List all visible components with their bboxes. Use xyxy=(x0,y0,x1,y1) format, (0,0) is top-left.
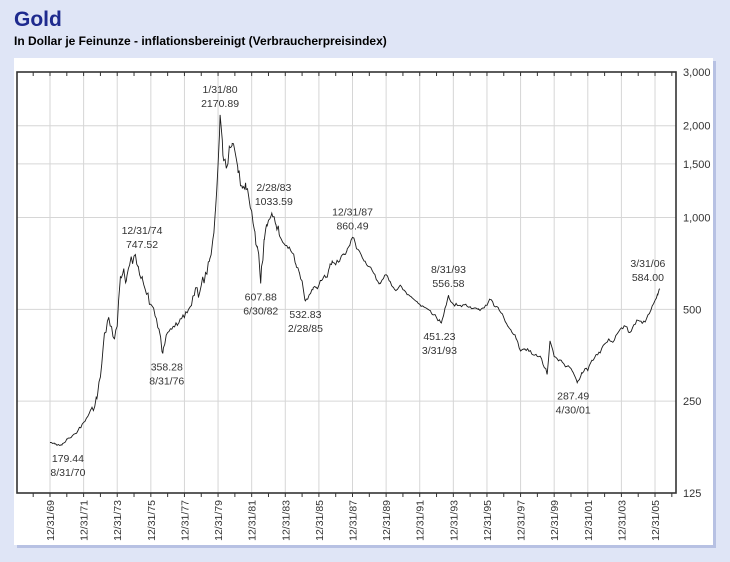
x-axis-label: 12/31/77 xyxy=(179,500,191,541)
x-axis-label: 12/31/99 xyxy=(549,500,561,541)
y-axis-label: 250 xyxy=(683,396,701,408)
x-axis-label: 12/31/85 xyxy=(314,500,326,541)
annotation-value: 1033.59 xyxy=(255,196,293,208)
x-axis-label: 12/31/73 xyxy=(112,500,124,541)
chart-panel: 8/31/70 179.44 12/31/74 747.52 8/31/76 358.28… xyxy=(14,58,713,545)
page-title: Gold xyxy=(14,8,62,31)
annotation-value: 179.44 xyxy=(52,453,84,465)
y-axis-label: 2,000 xyxy=(683,121,711,133)
annotation-date: 6/30/82 xyxy=(243,305,278,317)
x-axis-label: 12/31/79 xyxy=(213,500,225,541)
x-axis-label: 12/31/95 xyxy=(482,500,494,541)
annotation-date: 8/31/76 xyxy=(149,376,184,388)
x-axis-label: 12/31/81 xyxy=(247,500,259,541)
annotation-date: 3/31/93 xyxy=(422,345,457,357)
x-axis-label: 12/31/93 xyxy=(448,500,460,541)
y-axis-label: 125 xyxy=(683,488,701,500)
annotation-value: 747.52 xyxy=(126,239,158,251)
x-axis-label: 12/31/75 xyxy=(146,500,158,541)
annotation-value: 287.49 xyxy=(557,391,589,403)
annotation-date: 12/31/74 xyxy=(122,225,163,237)
annotation-date: 1/31/80 xyxy=(203,84,238,96)
x-axis-label: 12/31/69 xyxy=(45,500,57,541)
annotation-date: 2/28/85 xyxy=(288,323,323,335)
x-axis-label: 12/31/87 xyxy=(348,500,360,541)
annotation-date: 12/31/87 xyxy=(332,206,373,218)
annotation-date: 4/30/01 xyxy=(556,405,591,417)
annotation-value: 607.88 xyxy=(245,291,277,303)
x-axis-label: 12/31/05 xyxy=(650,500,662,541)
y-axis-label: 3,000 xyxy=(683,67,711,79)
chart-header: Gold In Dollar je Feinunze - inflationsb… xyxy=(14,8,387,48)
x-axis-label: 12/31/03 xyxy=(616,500,628,541)
y-axis-label: 1,000 xyxy=(683,213,711,225)
annotation-value: 556.58 xyxy=(432,278,464,290)
x-axis-label: 12/31/01 xyxy=(583,500,595,541)
annotation-value: 584.00 xyxy=(632,272,664,284)
x-axis-label: 12/31/83 xyxy=(280,500,292,541)
x-axis-label: 12/31/71 xyxy=(79,500,91,541)
annotation-date: 8/31/93 xyxy=(431,264,466,276)
annotation-value: 358.28 xyxy=(151,362,183,374)
x-axis-label: 12/31/97 xyxy=(516,500,528,541)
annotation-value: 532.83 xyxy=(289,309,321,321)
annotation-value: 2170.89 xyxy=(201,98,239,110)
x-axis-label: 12/31/89 xyxy=(381,500,393,541)
annotation-date: 3/31/06 xyxy=(630,258,665,270)
annotation-value: 451.23 xyxy=(423,331,455,343)
plot-frame xyxy=(16,71,677,494)
y-axis-label: 1,500 xyxy=(683,159,711,171)
page-subtitle: In Dollar je Feinunze - inflationsberein… xyxy=(14,34,387,49)
annotation-date: 2/28/83 xyxy=(256,182,291,194)
x-axis-label: 12/31/91 xyxy=(415,500,427,541)
annotation-date: 8/31/70 xyxy=(50,467,85,479)
gold-price-line xyxy=(49,114,661,447)
gold-price-chart: 8/31/70 179.44 12/31/74 747.52 8/31/76 358.28… xyxy=(16,67,711,541)
y-axis-label: 500 xyxy=(683,304,701,316)
annotation-value: 860.49 xyxy=(336,220,368,232)
